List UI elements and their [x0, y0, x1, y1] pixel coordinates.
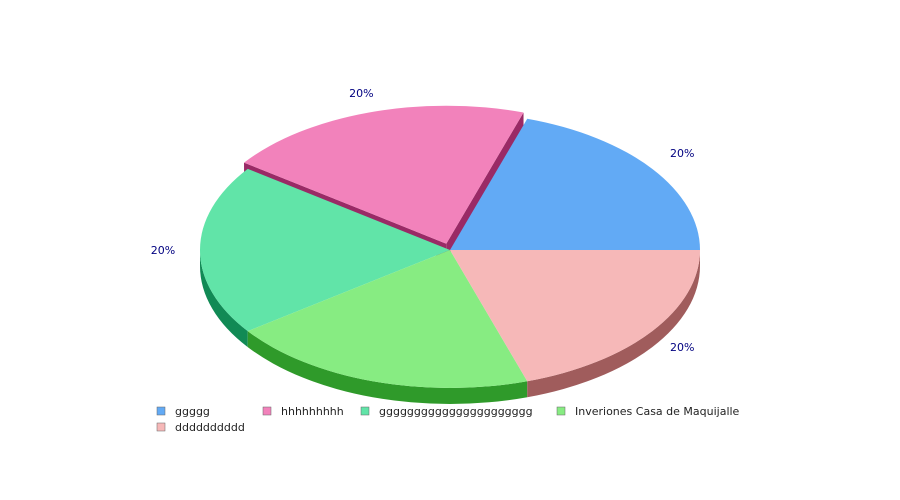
pie-slice-label-5: 20% [670, 341, 694, 354]
legend-item-1[interactable]: ggggg [157, 405, 210, 418]
legend-swatch [361, 407, 369, 415]
legend-label: gggggggggggggggggggggg [379, 405, 533, 418]
legend-label: Inveriones Casa de Maquijalle [575, 405, 740, 418]
pie-slice-label-2: 20% [349, 87, 373, 100]
legend-label: ggggg [175, 405, 210, 418]
legend-swatch [557, 407, 565, 415]
legend-swatch [263, 407, 271, 415]
legend-swatch [157, 407, 165, 415]
legend-swatch [157, 423, 165, 431]
legend-item-3[interactable]: gggggggggggggggggggggg [361, 405, 533, 418]
pie-slice-label-3: 20% [151, 244, 175, 257]
legend-label: dddddddddd [175, 421, 245, 434]
legend-item-4[interactable]: Inveriones Casa de Maquijalle [557, 405, 740, 418]
legend-item-5[interactable]: dddddddddd [157, 421, 245, 434]
pie-plot [200, 106, 700, 404]
legend-item-2[interactable]: hhhhhhhhh [263, 405, 344, 418]
legend: ggggg hhhhhhhhh gggggggggggggggggggggg Inve… [157, 405, 740, 434]
legend-label: hhhhhhhhh [281, 405, 344, 418]
pie-slice-label-1: 20% [670, 147, 694, 160]
